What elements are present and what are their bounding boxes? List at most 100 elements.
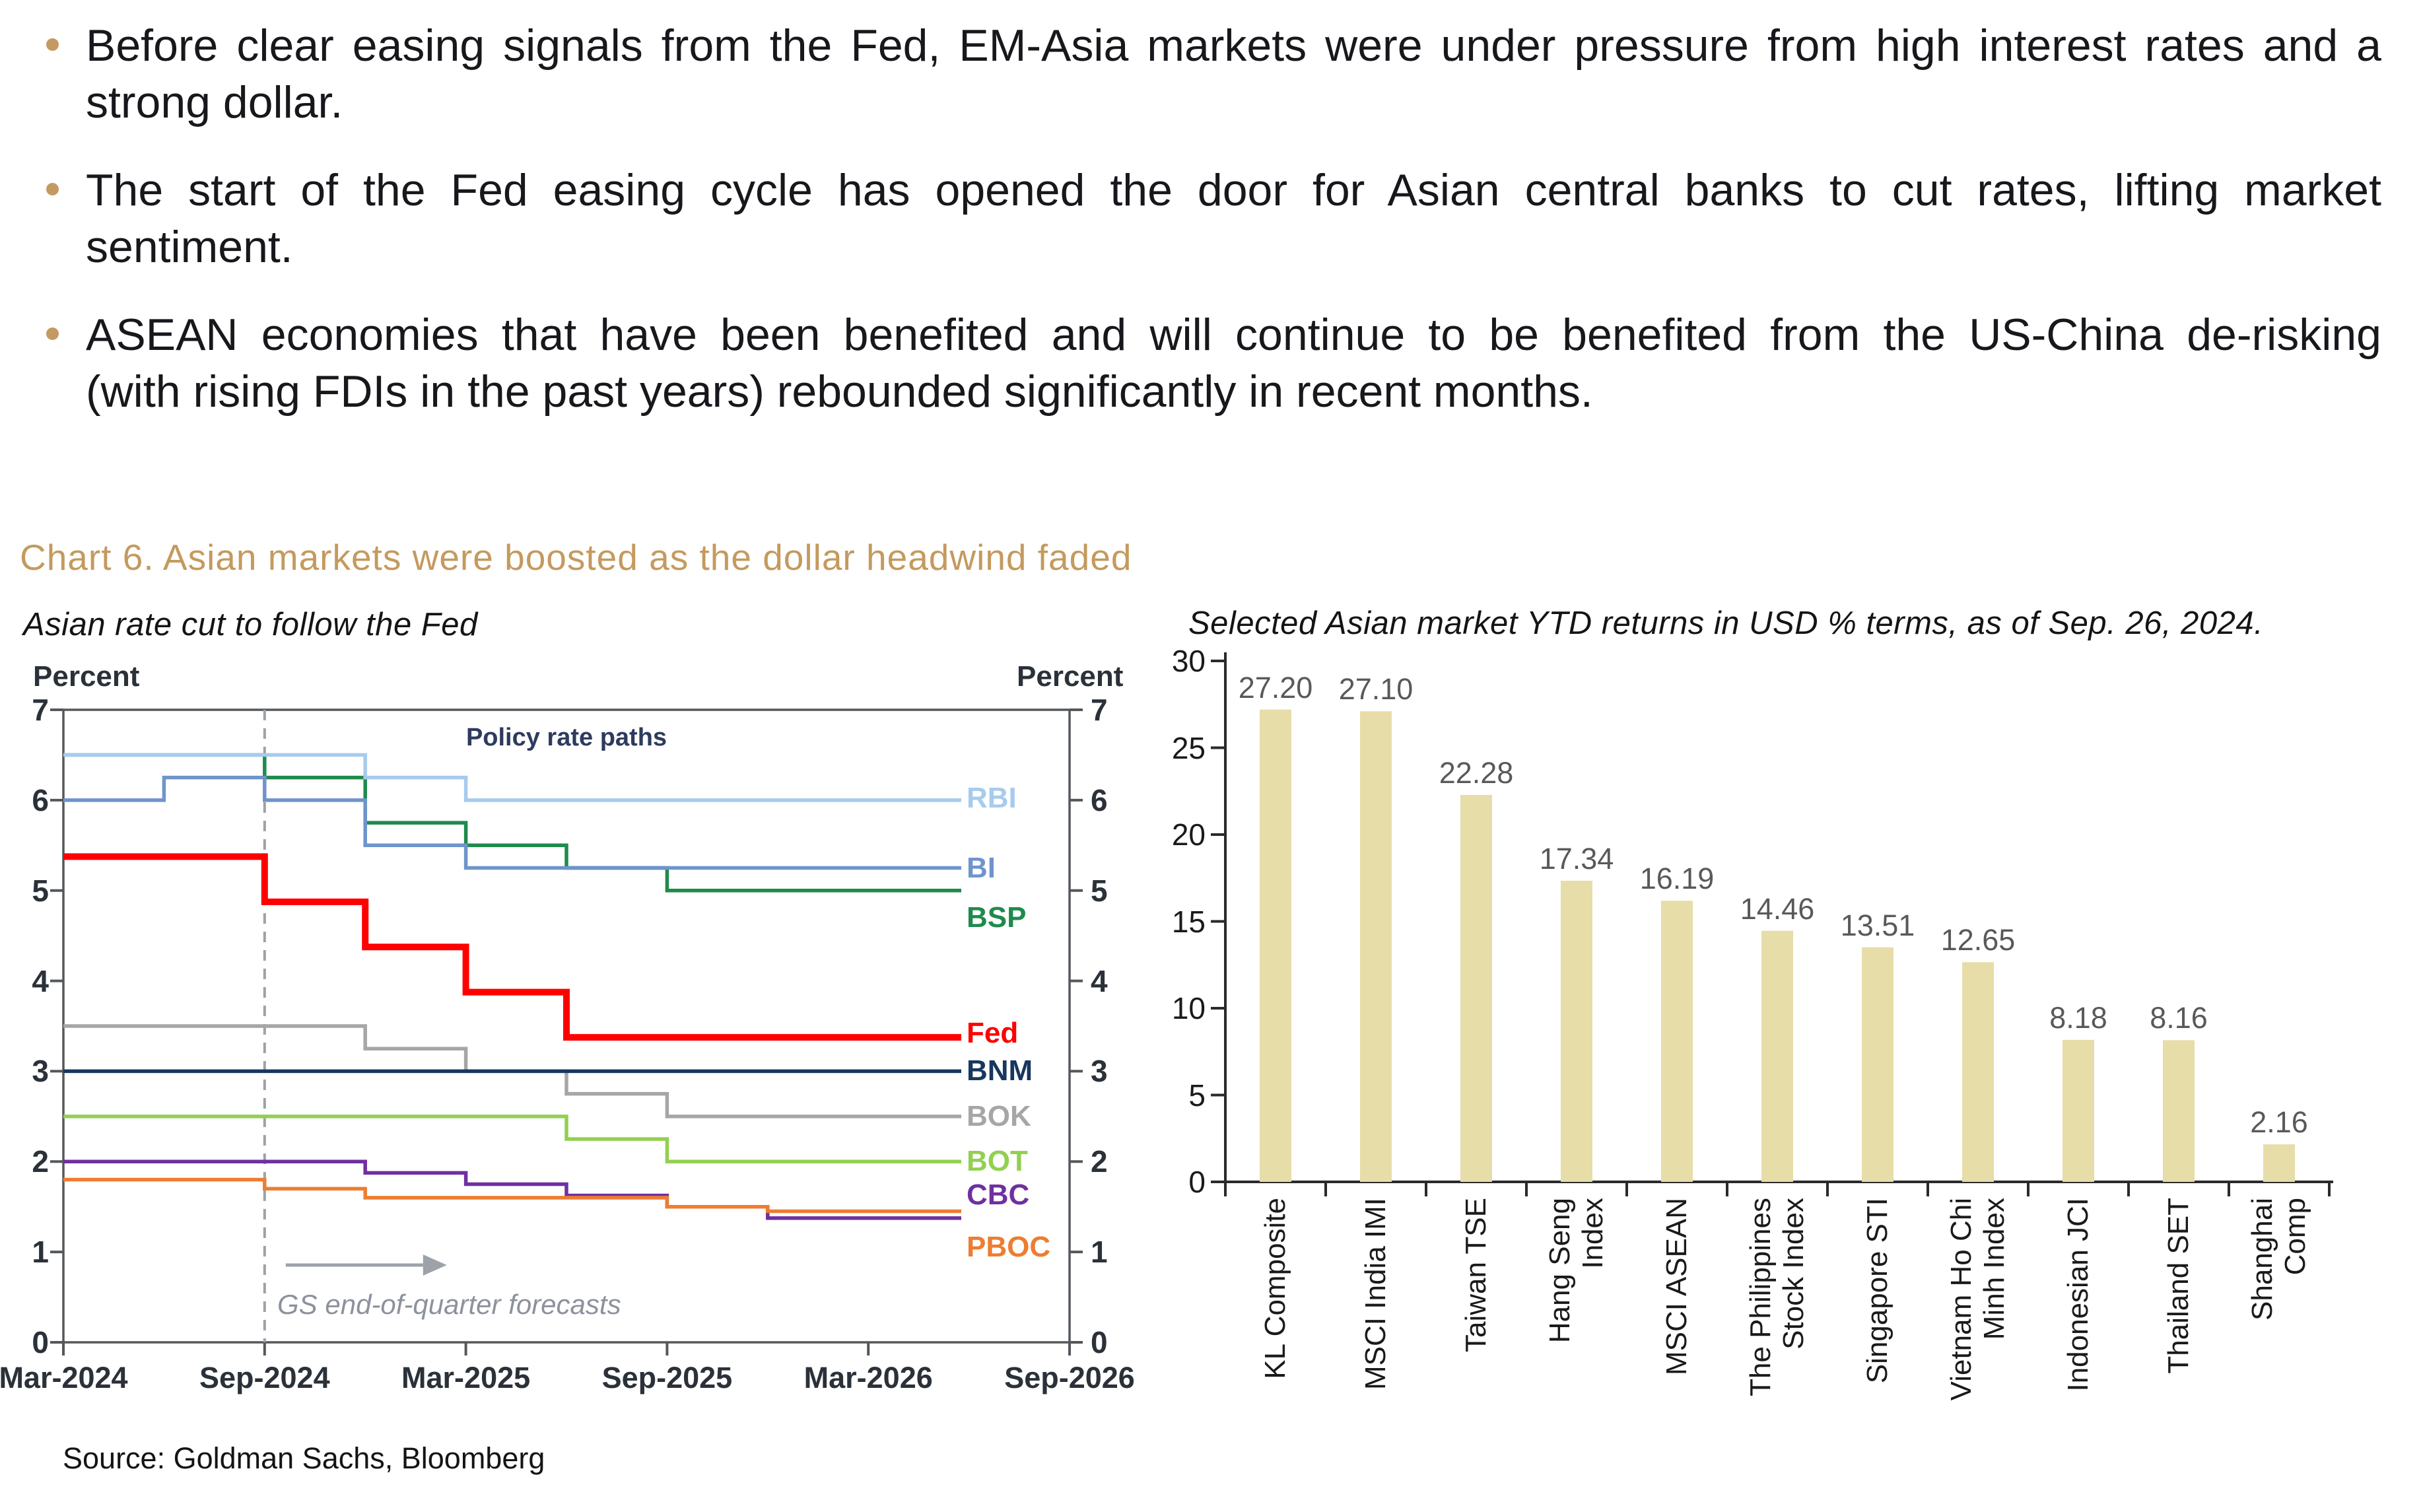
bar-9 — [2063, 1039, 2094, 1182]
x-axis-date-label: Mar-2024 — [0, 1361, 128, 1394]
series-label-bot: BOT — [967, 1145, 1028, 1178]
bar-value-label: 8.18 — [2049, 1000, 2107, 1035]
x-axis-date-label: Mar-2025 — [401, 1361, 531, 1394]
bar-category-label: Vietnam Ho Chi Minh Index — [1945, 1198, 2010, 1401]
y-axis-label: 1 — [32, 1235, 49, 1270]
bullet-text-line: strong dollar. — [86, 77, 343, 127]
bar-4 — [1561, 880, 1592, 1182]
bar-category-label: Taiwan TSE — [1460, 1198, 1492, 1352]
right-axis-unit-label: Percent — [1017, 660, 1124, 693]
left-axis-unit-label: Percent — [33, 660, 140, 693]
y-axis-label-right: 4 — [1091, 963, 1108, 998]
bar-y-axis-label: 0 — [1188, 1165, 1206, 1199]
bar-category-label: Hang Seng Index — [1544, 1198, 1609, 1344]
bar-y-axis-label: 10 — [1171, 991, 1206, 1025]
y-axis-label-right: 3 — [1091, 1054, 1108, 1089]
bar-y-axis-label: 25 — [1171, 730, 1206, 765]
bullet-text-line: sentiment. — [86, 222, 293, 272]
series-label-cbc: CBC — [967, 1178, 1030, 1211]
y-axis-label-right: 0 — [1091, 1325, 1108, 1359]
bar-category-label: MSCI India IMI — [1359, 1198, 1392, 1390]
series-label-bsp: BSP — [967, 901, 1027, 934]
x-axis-date-label: Sep-2026 — [1004, 1361, 1135, 1394]
bar-value-label: 14.46 — [1740, 891, 1815, 926]
series-label-fed: Fed — [967, 1016, 1019, 1049]
bar-value-label: 27.10 — [1338, 672, 1414, 706]
bar-category-label: MSCI ASEAN — [1660, 1198, 1693, 1375]
bar-value-label: 12.65 — [1940, 923, 2016, 957]
series-line-fed — [63, 853, 961, 1041]
bullet-text-line: (with rising FDIs in the past years) reb… — [86, 366, 1593, 417]
chart6-heading: Chart 6. Asian markets were boosted as t… — [20, 537, 1132, 578]
y-axis-label-right: 7 — [1091, 693, 1108, 727]
bar-category-label: Shanghai Comp — [2246, 1198, 2311, 1321]
series-line-bot — [63, 1115, 961, 1164]
line-chart-title: Asian rate cut to follow the Fed — [23, 607, 478, 642]
policy-rate-paths-label: Policy rate paths — [465, 724, 667, 751]
bar-value-label: 13.51 — [1840, 908, 1915, 942]
bar-category-label: Indonesian JCI — [2062, 1198, 2094, 1392]
bullet-text-line: Before clear easing signals from the Fed… — [86, 20, 2381, 71]
bar-chart-title: Selected Asian market YTD returns in USD… — [1188, 605, 2264, 641]
bar-category-label: KL Composite — [1259, 1198, 1291, 1379]
series-label-rbi: RBI — [967, 782, 1017, 815]
bullet-item: The start of the Fed easing cycle has op… — [46, 162, 2381, 275]
y-axis-label: 0 — [32, 1325, 49, 1359]
bar-category-label: Singapore STI — [1861, 1198, 1893, 1384]
series-label-bi: BI — [967, 851, 996, 884]
forecast-arrow-head — [423, 1254, 447, 1276]
y-axis-label-right: 1 — [1091, 1235, 1108, 1270]
bar-value-label: 8.16 — [2150, 1001, 2208, 1035]
series-line-rbi — [63, 753, 961, 802]
bullet-item: ASEAN economies that have been benefited… — [46, 306, 2381, 420]
y-axis-label: 7 — [32, 693, 49, 727]
bar-category-label: The Philippines Stock Index — [1744, 1198, 1810, 1396]
bullet-dot-icon — [46, 38, 59, 51]
bullet-item: Before clear easing signals from the Fed… — [46, 17, 2381, 131]
bar-7 — [1862, 947, 1893, 1182]
y-axis-label-right: 5 — [1091, 873, 1108, 908]
bar-value-label: 17.34 — [1539, 841, 1614, 876]
y-axis-label-right: 6 — [1091, 782, 1108, 817]
y-axis-label: 5 — [32, 873, 49, 908]
series-line-cbc — [63, 1159, 961, 1220]
bullet-text-line: ASEAN economies that have been benefited… — [86, 310, 2381, 360]
bar-y-axis-label: 30 — [1171, 644, 1206, 678]
x-axis-date-label: Mar-2026 — [803, 1361, 933, 1394]
series-label-bnm: BNM — [967, 1054, 1033, 1087]
bullet-dot-icon — [46, 183, 59, 195]
bar-y-axis-label: 15 — [1171, 904, 1206, 939]
y-axis-label: 6 — [32, 782, 49, 817]
y-axis-label: 2 — [32, 1144, 49, 1179]
x-axis-date-label: Sep-2025 — [601, 1361, 733, 1394]
bar-5 — [1661, 901, 1693, 1182]
bar-8 — [1962, 962, 1994, 1182]
bar-2 — [1360, 711, 1392, 1182]
series-label-bok: BOK — [967, 1099, 1031, 1132]
bar-10 — [2163, 1040, 2195, 1182]
x-axis-date-label: Sep-2024 — [199, 1361, 330, 1394]
bar-value-label: 16.19 — [1639, 862, 1715, 896]
series-label-pboc: PBOC — [967, 1231, 1051, 1264]
bullet-dot-icon — [46, 327, 59, 340]
y-axis-label: 4 — [32, 963, 49, 998]
source-note: Source: Goldman Sachs, Bloomberg — [63, 1441, 545, 1475]
forecast-note-label: GS end-of-quarter forecasts — [277, 1289, 621, 1320]
y-axis-label-right: 2 — [1091, 1144, 1108, 1179]
series-line-bi — [63, 775, 961, 870]
bar-1 — [1260, 709, 1291, 1182]
bullet-text-line: The start of the Fed easing cycle has op… — [86, 165, 2381, 215]
bar-y-axis-label: 5 — [1188, 1078, 1206, 1113]
y-axis-label: 3 — [32, 1054, 49, 1089]
bar-value-label: 27.20 — [1238, 670, 1313, 704]
bar-6 — [1761, 930, 1793, 1182]
bar-y-axis-label: 20 — [1171, 817, 1206, 852]
bar-category-label: Thailand SET — [2162, 1198, 2195, 1374]
bar-3 — [1460, 795, 1492, 1182]
series-line-pboc — [63, 1177, 961, 1214]
bar-value-label: 2.16 — [2250, 1105, 2308, 1140]
bar-value-label: 22.28 — [1439, 756, 1514, 790]
